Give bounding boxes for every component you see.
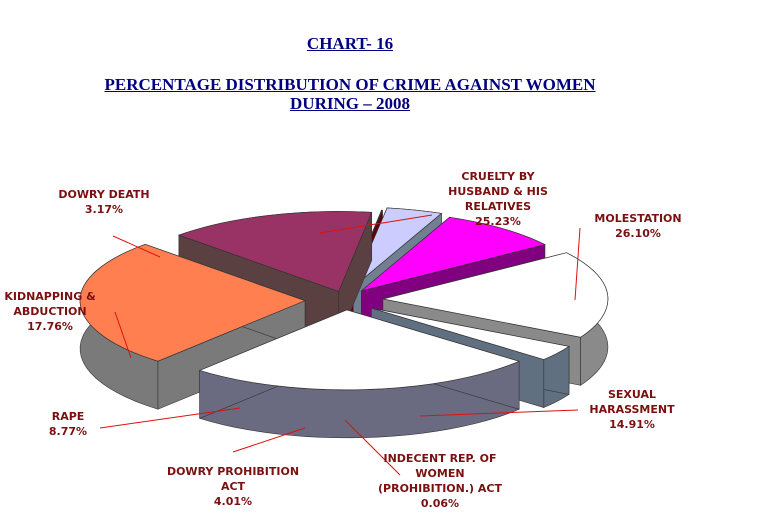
chart-title-line-2: DURING – 2008 bbox=[290, 94, 410, 113]
slice-category-label: WOMEN bbox=[415, 467, 464, 480]
leader-line bbox=[319, 214, 433, 234]
pie-slice-top bbox=[177, 211, 373, 292]
slice-value-label: 0.06% bbox=[421, 497, 459, 510]
pie-slice-top bbox=[382, 252, 609, 338]
slice-category-label: ACT bbox=[221, 480, 246, 493]
slice-category-label: DOWRY PROHIBITION bbox=[167, 465, 299, 478]
pie-slice-top bbox=[371, 307, 570, 360]
slice-value-label: 8.77% bbox=[49, 425, 87, 438]
pie-slice-top bbox=[79, 243, 307, 362]
slice-value-label: 26.10% bbox=[615, 227, 661, 240]
leader-line bbox=[419, 409, 579, 417]
leader-line bbox=[114, 311, 132, 359]
slice-value-label: 14.91% bbox=[609, 418, 655, 431]
slice-category-label: HARASSMENT bbox=[589, 403, 675, 416]
pie-slice bbox=[198, 309, 521, 439]
pie-slice bbox=[79, 243, 307, 410]
slice-category-label: HUSBAND & HIS bbox=[448, 185, 548, 198]
slice-category-label: RELATIVES bbox=[465, 200, 531, 213]
chart-title-line-1: PERCENTAGE DISTRIBUTION OF CRIME AGAINST… bbox=[104, 75, 596, 94]
slice-category-label: INDECENT REP. OF bbox=[384, 452, 497, 465]
slice-category-label: KIDNAPPING & bbox=[4, 290, 96, 303]
slice-category-label: ABDUCTION bbox=[13, 305, 86, 318]
slice-category-label: (PROHIBITION.) ACT bbox=[378, 482, 502, 495]
slice-labels: CRUELTY BY HUSBAND & HIS RELATIVES 25.23% MO… bbox=[4, 170, 681, 510]
leader-line bbox=[574, 227, 581, 301]
pie-slices bbox=[79, 207, 609, 439]
pie-slice-top bbox=[352, 207, 443, 288]
leader-line bbox=[112, 235, 161, 258]
slice-value-label: 25.23% bbox=[475, 215, 521, 228]
slice-category-label: RAPE bbox=[52, 410, 85, 423]
slice-value-label: 17.76% bbox=[27, 320, 73, 333]
leader-line bbox=[99, 407, 241, 429]
slice-value-label: 3.17% bbox=[85, 203, 123, 216]
chart-number: CHART- 16 bbox=[306, 34, 394, 53]
leader-line bbox=[232, 427, 306, 453]
leader-lines bbox=[99, 214, 581, 476]
slice-category-label: CRUELTY BY bbox=[461, 170, 535, 183]
pie-slice-top bbox=[198, 309, 521, 391]
slice-category-label: MOLESTATION bbox=[594, 212, 681, 225]
leader-line bbox=[344, 419, 401, 476]
slice-category-label: DOWRY DEATH bbox=[58, 188, 149, 201]
pie-slice-top bbox=[361, 216, 546, 292]
slice-category-label: SEXUAL bbox=[608, 388, 656, 401]
slice-value-label: 4.01% bbox=[214, 495, 252, 508]
